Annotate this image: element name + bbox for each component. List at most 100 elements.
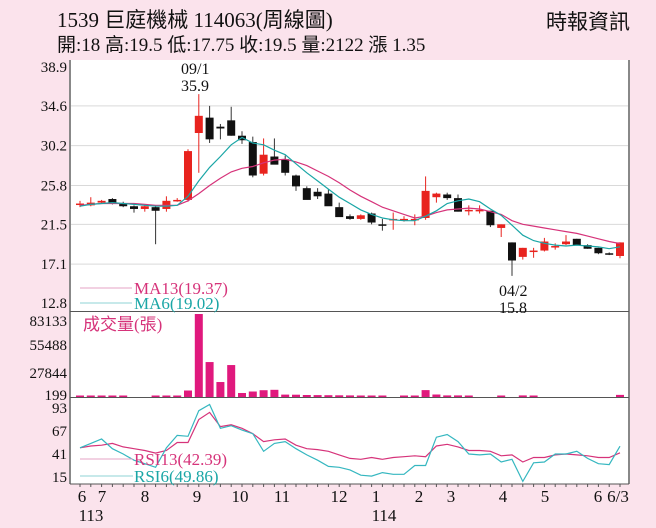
candle-up xyxy=(518,247,527,257)
volume-bar xyxy=(162,395,171,397)
candle-up xyxy=(421,190,430,219)
candle-down xyxy=(443,194,452,199)
volume-bar xyxy=(205,362,214,397)
x-month-label: 10 xyxy=(232,487,249,506)
candle-down xyxy=(216,126,225,129)
price-tick-label: 25.8 xyxy=(41,178,67,194)
candle-down xyxy=(346,216,354,219)
volume-bar xyxy=(151,395,160,397)
high-date-annotation: 09/1 xyxy=(181,61,209,78)
high-value-annotation: 35.9 xyxy=(181,78,209,95)
candle-up xyxy=(475,209,484,212)
candle-down xyxy=(248,142,257,176)
volume-bar xyxy=(346,395,354,397)
volume-bar xyxy=(281,394,290,397)
volume-bar xyxy=(454,395,462,397)
candle-down xyxy=(151,207,160,211)
volume-bar xyxy=(518,395,527,397)
candle-up xyxy=(616,242,624,256)
volume-bar xyxy=(443,395,452,397)
volume-bars xyxy=(76,314,624,397)
ma6-line xyxy=(79,136,621,250)
volume-bar xyxy=(216,382,225,397)
volume-bar xyxy=(194,314,203,397)
volume-bar xyxy=(421,390,430,397)
x-month-label: 6/3 xyxy=(607,487,629,506)
candle-up xyxy=(529,250,538,253)
volume-tick-label: 27844 xyxy=(30,366,68,382)
x-month-label: 2 xyxy=(415,487,424,506)
price-tick-label: 21.5 xyxy=(41,217,67,233)
candle-down xyxy=(313,191,322,197)
volume-tick-label: 83133 xyxy=(30,314,68,330)
price-tick-label: 17.1 xyxy=(41,257,67,273)
x-month-label: 1 xyxy=(372,487,381,506)
price-tick-label: 34.6 xyxy=(41,99,68,115)
rsi6-legend: RSI6(49.86) xyxy=(134,467,219,486)
x-month-label: 3 xyxy=(447,487,456,506)
volume-bar xyxy=(227,365,236,397)
axes xyxy=(69,60,630,487)
volume-bar xyxy=(76,395,84,397)
x-month-label: 5 xyxy=(541,487,550,506)
candle-down xyxy=(227,120,236,136)
volume-tick-label: 199 xyxy=(45,388,68,404)
candle-up xyxy=(551,246,560,248)
candle-up xyxy=(194,115,203,134)
chart-title: 1539 巨庭機械 114063(周線圖) xyxy=(57,8,333,32)
rsi13-legend: RSI13(42.39) xyxy=(134,450,227,469)
volume-bar xyxy=(313,395,322,397)
x-year-label: 113 xyxy=(79,506,104,525)
candle-up xyxy=(410,218,419,221)
candle-down xyxy=(281,159,290,173)
volume-bar xyxy=(108,395,117,397)
candle-up xyxy=(76,203,84,206)
candle-down xyxy=(454,198,462,212)
ohlc-summary: 開:18 高:19.5 低:17.75 收:19.5 量:2122 漲 1.35 xyxy=(57,35,426,56)
rsi13-line xyxy=(79,411,621,463)
candle-down xyxy=(130,206,138,209)
volume-bar xyxy=(378,395,387,397)
candle-down xyxy=(605,253,614,255)
x-month-label: 4 xyxy=(499,487,508,506)
candle-down xyxy=(324,193,333,207)
price-tick-label: 30.2 xyxy=(41,139,67,155)
rsi-tick-label: 15 xyxy=(52,470,67,486)
candle-up xyxy=(184,151,192,200)
data-source-label: 時報資訊 xyxy=(546,10,630,34)
candle-down xyxy=(486,210,495,226)
volume-legend: 成交量(張) xyxy=(83,315,162,334)
volume-panel xyxy=(70,312,629,397)
volume-bar xyxy=(259,390,268,397)
volume-bar xyxy=(270,389,279,397)
candle-up xyxy=(562,241,570,245)
volume-bar xyxy=(292,394,300,397)
candle-down xyxy=(378,224,387,226)
price-tick-label: 12.8 xyxy=(41,296,67,312)
rsi-tick-label: 67 xyxy=(52,424,68,440)
candle-up xyxy=(173,199,182,202)
candle-down xyxy=(108,199,117,204)
volume-bar xyxy=(410,395,419,397)
candle-up xyxy=(259,154,268,174)
x-month-label: 9 xyxy=(193,487,202,506)
candle-down xyxy=(583,245,592,249)
candle-up xyxy=(432,193,441,198)
volume-bar xyxy=(184,390,192,397)
volume-bar xyxy=(97,395,106,397)
volume-bar xyxy=(432,394,441,397)
candle-down xyxy=(367,213,376,223)
volume-bar xyxy=(400,395,408,397)
volume-bar xyxy=(497,395,506,397)
ma13-legend: MA13(19.37) xyxy=(134,279,228,298)
candle-up xyxy=(497,224,506,228)
volume-bar xyxy=(335,395,344,397)
x-month-label: 6 xyxy=(594,487,603,506)
x-month-label: 6 xyxy=(78,487,87,506)
candle-down xyxy=(594,247,603,254)
candle-up xyxy=(540,241,549,251)
candle-down xyxy=(119,203,128,207)
candle-down xyxy=(302,188,311,200)
volume-bar xyxy=(324,395,333,397)
